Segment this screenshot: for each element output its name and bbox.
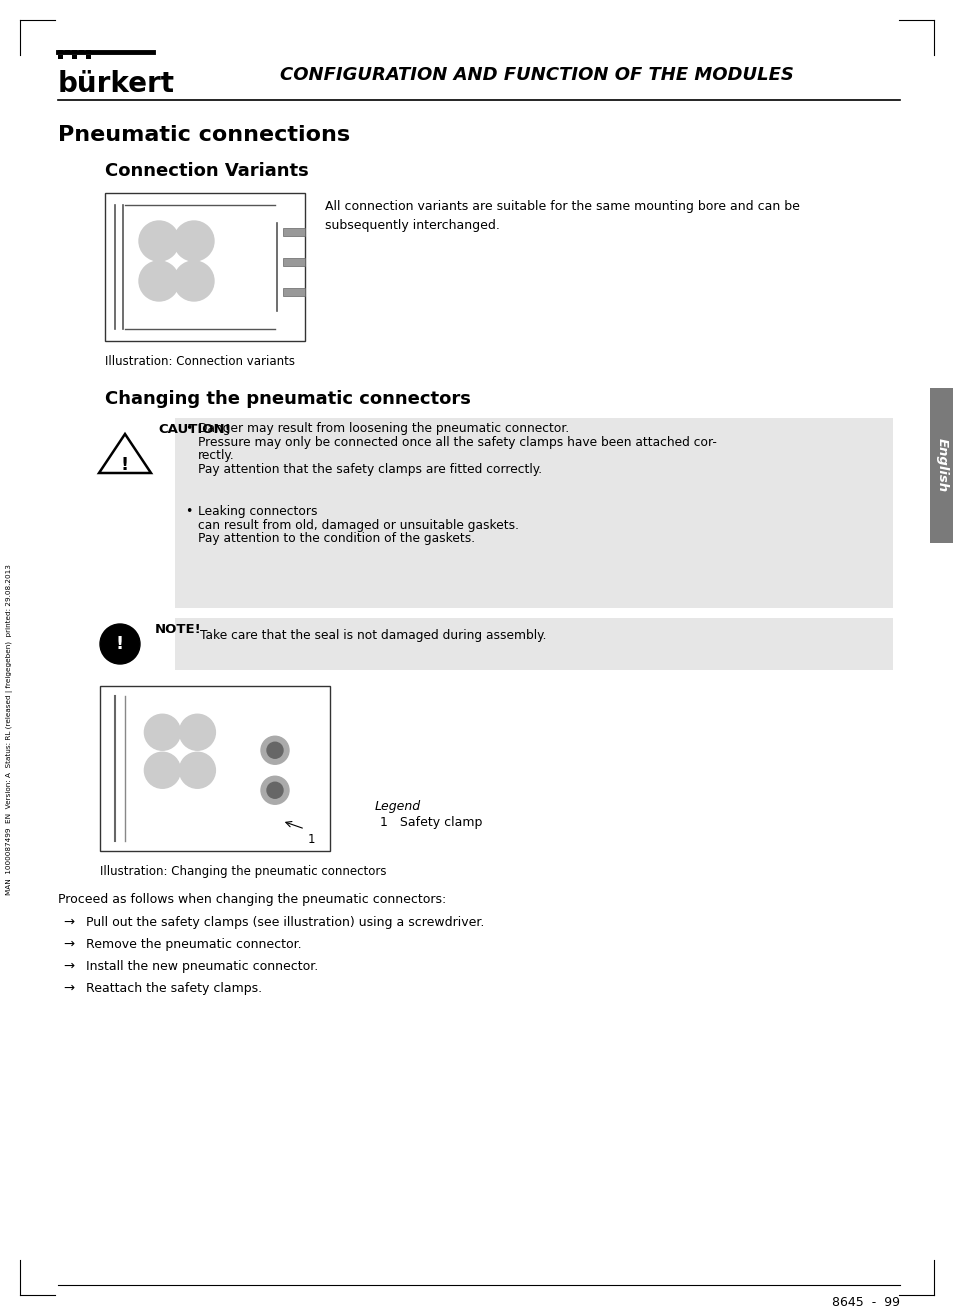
Bar (283, 227, 305, 235)
Text: CAUTION!: CAUTION! (158, 423, 231, 437)
Text: Reattach the safety clamps.: Reattach the safety clamps. (86, 982, 262, 995)
Text: Changing the pneumatic connectors: Changing the pneumatic connectors (105, 391, 471, 408)
Bar (100, 686, 330, 851)
Text: →: → (63, 982, 74, 995)
Bar (58, 55, 63, 59)
Text: Illustration: Changing the pneumatic connectors: Illustration: Changing the pneumatic con… (100, 865, 386, 878)
Circle shape (190, 237, 198, 245)
Circle shape (186, 233, 202, 249)
Text: Pay attention that the safety clamps are fitted correctly.: Pay attention that the safety clamps are… (198, 463, 541, 476)
Circle shape (151, 721, 174, 744)
Text: •: • (185, 505, 193, 518)
Circle shape (156, 764, 169, 776)
Text: can result from old, damaged or unsuitable gaskets.: can result from old, damaged or unsuitab… (198, 518, 518, 531)
Text: English: English (935, 438, 947, 493)
Text: Pressure may only be connected once all the safety clamps have been attached cor: Pressure may only be connected once all … (198, 435, 716, 448)
Circle shape (192, 764, 203, 776)
Text: Legend: Legend (375, 800, 420, 813)
Text: →: → (63, 917, 74, 928)
Circle shape (173, 260, 213, 301)
Bar (86, 50, 91, 54)
Text: Pay attention to the condition of the gaskets.: Pay attention to the condition of the ga… (198, 533, 475, 544)
Circle shape (100, 625, 140, 664)
Text: Illustration: Connection variants: Illustration: Connection variants (105, 355, 294, 368)
Text: NOTE!: NOTE! (154, 623, 201, 636)
Circle shape (144, 752, 180, 788)
Text: All connection variants are suitable for the same mounting bore and can be
subse: All connection variants are suitable for… (325, 200, 799, 231)
Circle shape (173, 221, 213, 260)
Circle shape (179, 752, 215, 788)
Bar (174, 418, 892, 608)
Text: 1   Safety clamp: 1 Safety clamp (379, 817, 482, 828)
Circle shape (151, 759, 174, 782)
Circle shape (185, 759, 209, 782)
Circle shape (261, 736, 289, 764)
Text: •: • (185, 422, 193, 435)
Circle shape (139, 260, 179, 301)
Bar (174, 618, 892, 671)
Circle shape (261, 776, 289, 805)
Text: Install the new pneumatic connector.: Install the new pneumatic connector. (86, 960, 318, 973)
Circle shape (186, 274, 202, 289)
Bar (71, 50, 77, 54)
Text: Remove the pneumatic connector.: Remove the pneumatic connector. (86, 938, 301, 951)
Bar (58, 50, 63, 54)
Text: bürkert: bürkert (58, 70, 174, 99)
Circle shape (267, 782, 283, 798)
Circle shape (180, 227, 208, 255)
Circle shape (192, 726, 203, 738)
Polygon shape (99, 434, 151, 473)
Circle shape (151, 274, 167, 289)
Circle shape (145, 267, 172, 295)
Text: Proceed as follows when changing the pneumatic connectors:: Proceed as follows when changing the pne… (58, 893, 446, 906)
Bar (283, 258, 305, 266)
Circle shape (144, 714, 180, 751)
Circle shape (185, 721, 209, 744)
Circle shape (154, 237, 163, 245)
Bar (65, 50, 70, 54)
Text: CONFIGURATION AND FUNCTION OF THE MODULES: CONFIGURATION AND FUNCTION OF THE MODULE… (280, 66, 793, 84)
Text: Pull out the safety clamps (see illustration) using a screwdriver.: Pull out the safety clamps (see illustra… (86, 917, 484, 928)
Bar (86, 55, 91, 59)
Text: !: ! (116, 635, 124, 654)
Circle shape (151, 233, 167, 249)
Circle shape (154, 277, 163, 285)
Text: Pneumatic connections: Pneumatic connections (58, 125, 350, 145)
Text: →: → (63, 960, 74, 973)
Circle shape (179, 714, 215, 751)
Bar (105, 193, 305, 341)
Text: 1: 1 (308, 832, 315, 846)
Text: !: ! (121, 456, 129, 473)
Text: Danger may result from loosening the pneumatic connector.: Danger may result from loosening the pne… (198, 422, 569, 435)
Circle shape (139, 221, 179, 260)
Bar (929, 388, 953, 543)
Text: 8645  -  99: 8645 - 99 (831, 1297, 899, 1308)
Text: Take care that the seal is not damaged during assembly.: Take care that the seal is not damaged d… (200, 629, 546, 642)
Circle shape (190, 277, 198, 285)
Bar (283, 288, 305, 296)
Bar (79, 50, 84, 54)
Bar (71, 55, 77, 59)
Circle shape (180, 267, 208, 295)
Text: MAN  1000087499  EN  Version: A  Status: RL (released | freigegeben)  printed: 2: MAN 1000087499 EN Version: A Status: RL … (7, 564, 13, 896)
Text: →: → (63, 938, 74, 951)
Text: rectly.: rectly. (198, 448, 234, 462)
Circle shape (156, 726, 169, 738)
Circle shape (145, 227, 172, 255)
Text: Leaking connectors: Leaking connectors (198, 505, 317, 518)
Text: Connection Variants: Connection Variants (105, 162, 309, 180)
Circle shape (267, 742, 283, 759)
